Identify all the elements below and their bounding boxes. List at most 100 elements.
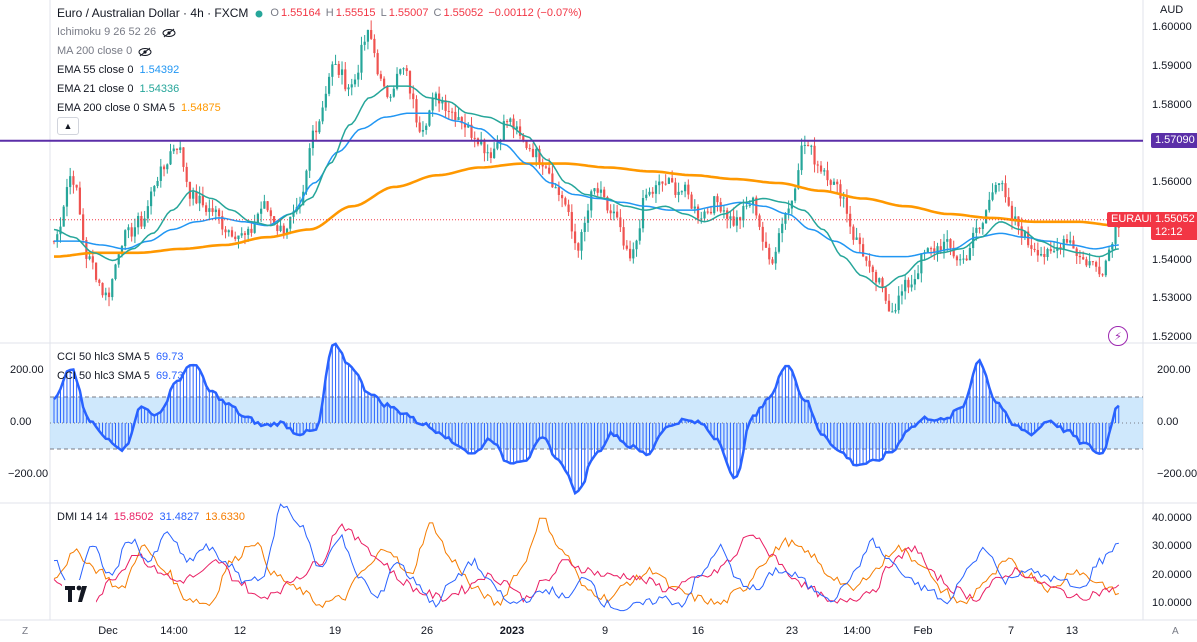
candle-body bbox=[337, 63, 340, 75]
time-tick-label: Dec bbox=[98, 625, 118, 637]
candle-body bbox=[745, 205, 748, 207]
candle-body bbox=[1052, 250, 1056, 252]
candle-body bbox=[230, 230, 234, 237]
candle-body bbox=[253, 222, 256, 233]
candle-body bbox=[363, 41, 366, 45]
dmi-tick-label: 30.0000 bbox=[1152, 540, 1192, 553]
candle-body bbox=[247, 228, 250, 235]
candle-body bbox=[182, 147, 185, 167]
candle-body bbox=[541, 164, 544, 167]
candle-body bbox=[198, 195, 201, 204]
candle-body bbox=[305, 170, 308, 192]
candle-body bbox=[111, 279, 114, 298]
candle-body bbox=[127, 227, 130, 231]
candle-body bbox=[622, 227, 625, 246]
candle-body bbox=[619, 217, 622, 228]
cci-histogram bbox=[53, 343, 1120, 494]
candle-body bbox=[515, 126, 518, 130]
indicator-ema200[interactable]: EMA 200 close 0 SMA 5 1.54875 bbox=[57, 99, 584, 118]
candle-body bbox=[794, 188, 797, 201]
auto-scale-toggle[interactable]: A bbox=[1172, 626, 1179, 637]
candle-body bbox=[282, 225, 285, 235]
candle-body bbox=[849, 213, 852, 227]
candle-body bbox=[383, 78, 386, 87]
horizontal-line-price-tag[interactable]: 1.57090 bbox=[1151, 133, 1197, 148]
market-status-dot bbox=[255, 10, 263, 17]
dmi-adx-line bbox=[53, 517, 1119, 609]
cci-legend-row[interactable]: CCI 50 hlc3 SMA 5 69.73 bbox=[57, 370, 184, 382]
candle-body bbox=[467, 124, 470, 128]
candle-body bbox=[201, 195, 204, 206]
candle-body bbox=[538, 148, 541, 165]
dmi-legend-row[interactable]: DMI 14 14 15.8502 31.4827 13.6330 bbox=[57, 511, 246, 523]
candle-body bbox=[269, 210, 272, 217]
indicator-ema21[interactable]: EMA 21 close 0 1.54336 bbox=[57, 80, 584, 99]
chevron-up-icon: ▲ bbox=[63, 121, 73, 131]
candle-body bbox=[800, 145, 803, 171]
indicator-ichimoku[interactable]: Ichimoku 9 26 52 26 bbox=[57, 23, 584, 42]
candle-body bbox=[376, 53, 379, 75]
candle-body bbox=[816, 164, 819, 166]
candle-body bbox=[470, 124, 473, 138]
indicator-ma200[interactable]: MA 200 close 0 bbox=[57, 42, 584, 61]
timezone-toggle[interactable]: Z bbox=[22, 626, 29, 637]
ema55-value: 1.54392 bbox=[139, 64, 180, 76]
candle-body bbox=[739, 217, 742, 221]
candle-body bbox=[1091, 261, 1094, 263]
eye-off-icon[interactable] bbox=[162, 28, 176, 38]
candle-body bbox=[819, 165, 823, 172]
candle-body bbox=[140, 216, 143, 227]
symbol-title[interactable]: Euro / Australian Dollar · 4h · FXCM bbox=[57, 6, 249, 20]
candle-body bbox=[920, 253, 923, 274]
candle-body bbox=[69, 176, 72, 188]
tradingview-logo-icon[interactable] bbox=[62, 580, 96, 606]
candle-body bbox=[211, 208, 214, 213]
candle-body bbox=[292, 211, 295, 217]
eye-off-icon[interactable] bbox=[138, 47, 152, 57]
collapse-legend-button[interactable]: ▲ bbox=[57, 117, 79, 135]
candle-body bbox=[447, 110, 450, 112]
ema200-line bbox=[54, 162, 1119, 258]
cci-legend: CCI 50 hlc3 SMA 5 69.73 CCI 50 hlc3 SMA 5… bbox=[57, 348, 183, 386]
candle-body bbox=[1036, 249, 1039, 256]
candle-body bbox=[567, 204, 570, 213]
candle-body bbox=[942, 241, 946, 252]
candle-body bbox=[777, 233, 781, 252]
candle-body bbox=[609, 210, 612, 214]
candle-body bbox=[897, 295, 900, 311]
candle-body bbox=[195, 191, 198, 204]
candle-body bbox=[1078, 255, 1082, 258]
candle-body bbox=[965, 258, 968, 261]
dmi-legend: DMI 14 14 15.8502 31.4827 13.6330 bbox=[57, 508, 245, 527]
candle-body bbox=[512, 118, 515, 130]
candle-body bbox=[797, 170, 800, 189]
candle-body bbox=[324, 93, 327, 108]
cci-legend-row[interactable]: CCI 50 hlc3 SMA 5 69.73 bbox=[57, 351, 184, 363]
candle-body bbox=[680, 191, 683, 193]
cci-tick-label: 200.00 bbox=[1157, 364, 1191, 376]
candle-body bbox=[933, 248, 936, 254]
candle-body bbox=[153, 186, 156, 192]
candle-body bbox=[1069, 240, 1072, 243]
indicator-ema55[interactable]: EMA 55 close 0 1.54392 bbox=[57, 61, 584, 80]
candle-body bbox=[1023, 231, 1027, 238]
candle-body bbox=[179, 147, 182, 150]
candle-body bbox=[350, 84, 353, 88]
candle-body bbox=[311, 130, 315, 149]
candle-body bbox=[279, 225, 282, 232]
candle-body bbox=[1101, 274, 1104, 276]
time-tick-label: 26 bbox=[420, 625, 434, 637]
candle-body bbox=[774, 251, 777, 264]
candle-body bbox=[272, 216, 276, 226]
candle-body bbox=[726, 210, 729, 219]
candle-body bbox=[929, 248, 933, 250]
candle-body bbox=[674, 182, 677, 195]
cci-tick-label: 0.00 bbox=[1157, 416, 1179, 428]
candle-body bbox=[628, 248, 632, 259]
lightning-icon[interactable]: ⚡ bbox=[1108, 326, 1128, 346]
time-tick-label: 23 bbox=[785, 625, 799, 637]
candle-body bbox=[344, 69, 347, 90]
candle-body bbox=[124, 230, 127, 247]
